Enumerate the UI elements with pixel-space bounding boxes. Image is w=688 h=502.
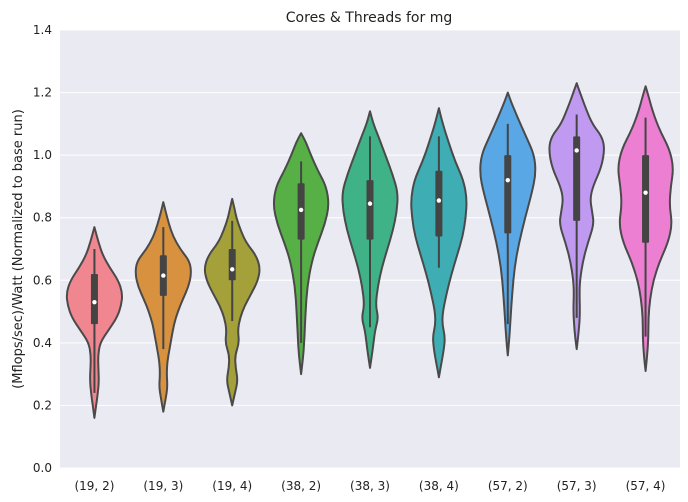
chart-title: Cores & Threads for mg xyxy=(286,10,452,26)
y-tick-label: 0.6 xyxy=(33,273,52,287)
x-tick-label: (19, 3) xyxy=(143,479,183,493)
x-tick-label: (38, 4) xyxy=(419,479,459,493)
y-tick-label: 0.8 xyxy=(33,211,52,225)
y-tick-label: 0.4 xyxy=(33,336,52,350)
violin-iqr-box xyxy=(228,249,236,281)
violin-median-point xyxy=(230,267,235,272)
violin-median-point xyxy=(436,198,442,203)
y-tick-label: 1.0 xyxy=(33,148,52,162)
violin-median-point xyxy=(298,207,304,213)
x-tick-label: (19, 4) xyxy=(212,479,252,493)
violin-median-point xyxy=(643,190,648,195)
x-tick-label: (38, 2) xyxy=(281,479,321,493)
y-axis-ticks: 0.0 0.2 0.4 0.6 0.8 1.0 1.2 1.4 xyxy=(33,23,52,475)
violin-iqr-box xyxy=(573,136,581,221)
y-tick-label: 0.0 xyxy=(33,461,52,475)
x-tick-label: (57, 2) xyxy=(488,479,528,493)
violins xyxy=(65,82,674,419)
x-axis-ticks: (19, 2) (19, 3) (19, 4) (38, 2) (38, 3) (38, … xyxy=(74,479,665,493)
violin-iqr-box xyxy=(504,155,512,234)
violin-median-point xyxy=(161,273,166,278)
x-tick-label: (57, 4) xyxy=(626,479,666,493)
x-tick-label: (57, 3) xyxy=(557,479,597,493)
violin-iqr-box xyxy=(435,170,443,237)
y-tick-label: 1.4 xyxy=(33,23,52,37)
x-tick-label: (19, 2) xyxy=(74,479,114,493)
violin-iqr-box xyxy=(642,155,650,243)
violin-median-point xyxy=(92,299,97,305)
violin-median-point xyxy=(574,148,579,153)
y-tick-label: 0.2 xyxy=(33,398,52,412)
violin-iqr-box xyxy=(366,180,374,240)
violin-median-point xyxy=(367,201,373,206)
y-axis-label: (Mflops/sec)/Watt (Normalized to base ru… xyxy=(11,109,26,389)
x-tick-label: (38, 3) xyxy=(350,479,390,493)
violin-iqr-box xyxy=(90,274,98,325)
violin-median-point xyxy=(505,177,510,183)
y-tick-label: 1.2 xyxy=(33,86,52,100)
